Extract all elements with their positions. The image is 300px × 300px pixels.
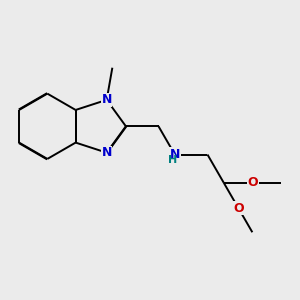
Text: N: N — [101, 146, 112, 159]
Text: O: O — [233, 202, 244, 215]
Text: O: O — [248, 176, 259, 189]
Text: N: N — [101, 93, 112, 106]
Text: N: N — [169, 148, 180, 161]
Text: H: H — [168, 155, 177, 165]
